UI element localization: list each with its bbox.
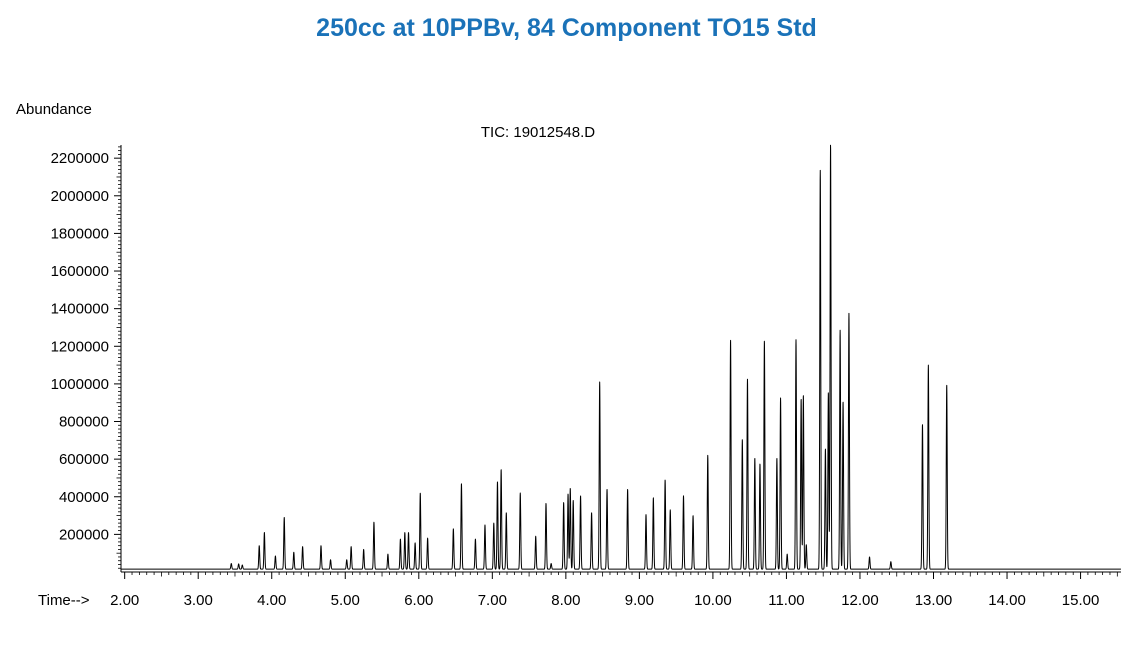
x-tick-label: 7.00 [478, 592, 507, 609]
x-tick-label: 4.00 [257, 592, 286, 609]
y-tick-label: 2200000 [51, 150, 109, 167]
ticks: 2.00 3.00 4.00 5.00 6.00 7.00 8.00 9.00 10.00 11.… [51, 146, 1118, 609]
trace-group [120, 144, 1122, 570]
tic-trace [120, 144, 1122, 570]
x-tick-label: 6.00 [404, 592, 433, 609]
y-tick-label: 600000 [59, 451, 109, 468]
x-tick-label: 5.00 [331, 592, 360, 609]
x-tick-label: 11.00 [768, 592, 804, 609]
x-tick-label: 2.00 [110, 592, 139, 609]
y-tick-label: 2000000 [51, 188, 109, 205]
y-axis-label: Abundance [16, 101, 92, 118]
y-tick-label: 1600000 [51, 263, 109, 280]
x-tick-label: 15.00 [1062, 592, 1100, 609]
x-tick-label: 12.00 [841, 592, 879, 609]
y-tick-label: 1200000 [51, 338, 109, 355]
y-tick-label: 1000000 [51, 376, 109, 393]
chart-title: 250cc at 10PPBv, 84 Component TO15 Std [316, 14, 817, 42]
axes [120, 145, 1121, 573]
y-tick-label: 1800000 [51, 225, 109, 242]
y-tick-label: 800000 [59, 414, 109, 431]
x-tick-label: 9.00 [625, 592, 654, 609]
x-axis-label: Time--> [38, 592, 90, 609]
x-tick-label: 14.00 [988, 592, 1026, 609]
y-tick-label: 200000 [59, 526, 109, 543]
x-tick-label: 13.00 [915, 592, 953, 609]
chart-subtitle: TIC: 19012548.D [481, 124, 595, 141]
y-tick-label: 400000 [59, 489, 109, 506]
y-tick-label: 1400000 [51, 301, 109, 318]
x-tick-label: 8.00 [551, 592, 580, 609]
x-tick-label: 3.00 [184, 592, 213, 609]
x-tick-label: 10.00 [694, 592, 732, 609]
